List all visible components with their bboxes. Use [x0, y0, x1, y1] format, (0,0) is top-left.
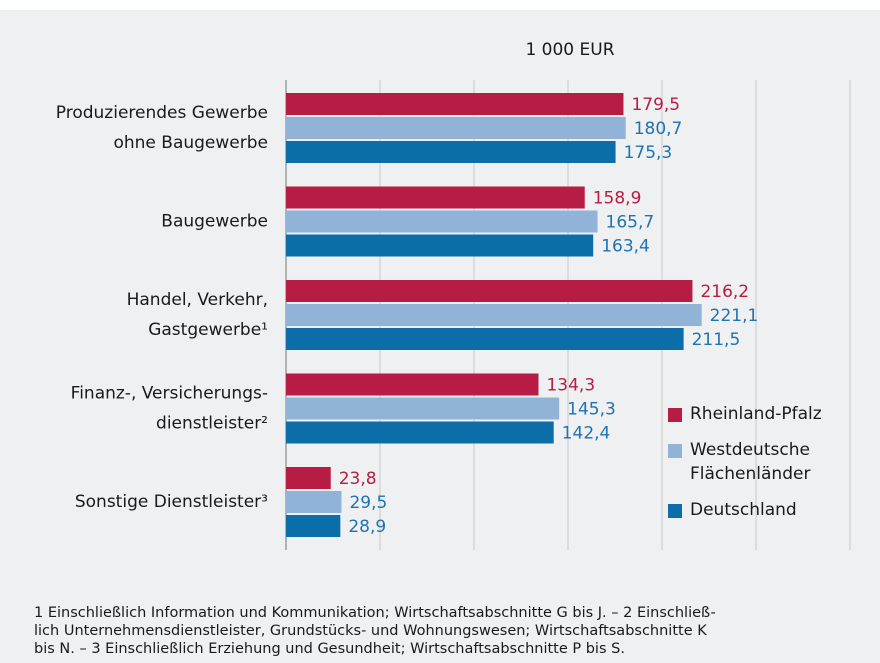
- value-label: 179,5: [631, 95, 680, 115]
- unit-label: 1 000 EUR: [525, 40, 614, 60]
- value-label: 216,2: [700, 282, 749, 302]
- value-label: 158,9: [593, 189, 642, 209]
- bar: [286, 234, 594, 257]
- bar: [286, 328, 684, 350]
- category-label: Finanz-, Versicherungs-: [71, 384, 268, 404]
- bar: [286, 397, 560, 420]
- bar: [286, 93, 624, 115]
- chart-panel: 1 000 EUR Produzierendes Gewerbe ohne Bau…: [0, 10, 880, 663]
- legend-swatch: [668, 444, 682, 458]
- value-label: 163,4: [601, 237, 650, 257]
- category-label: Gastgewerbe¹: [148, 320, 268, 340]
- bar: [286, 304, 702, 326]
- legend-label: Deutschland: [690, 500, 797, 520]
- footnote-line: 1 Einschließlich Information und Kommuni…: [34, 605, 716, 621]
- bar: [286, 373, 539, 396]
- legend-swatch: [668, 504, 682, 518]
- category-label: dienstleister²: [156, 414, 268, 434]
- category-label: Produzierendes Gewerbe: [56, 103, 268, 123]
- legend-item: Westdeutsche Flächenländer: [668, 438, 840, 486]
- legend: Rheinland-Pfalz Westdeutsche Flächenlände…: [668, 402, 868, 534]
- category-label: Baugewerbe: [161, 212, 268, 232]
- value-label: 175,3: [624, 143, 673, 163]
- footnote-line: bis N. – 3 Einschließlich Erziehung und …: [34, 641, 625, 657]
- footnote-line: lich Unternehmensdienstleister, Grundstü…: [34, 623, 707, 639]
- legend-label: Rheinland-Pfalz: [690, 404, 822, 424]
- value-label: 221,1: [710, 306, 759, 326]
- bar: [286, 421, 554, 444]
- value-label: 134,3: [546, 376, 595, 396]
- chart: 1 000 EUR Produzierendes Gewerbe ohne Bau…: [56, 40, 851, 550]
- value-label: 28,9: [348, 517, 386, 537]
- legend-item: Deutschland: [668, 498, 868, 522]
- legend-label: Westdeutsche Flächenländer: [690, 440, 811, 484]
- bar: [286, 280, 693, 302]
- value-label: 142,4: [562, 424, 611, 444]
- bar: [286, 210, 598, 233]
- legend-item: Rheinland-Pfalz: [668, 402, 868, 426]
- value-label: 145,3: [567, 400, 616, 420]
- category-label: Handel, Verkehr,: [127, 290, 268, 310]
- footnote: 1 Einschließlich Information und Kommuni…: [34, 604, 716, 658]
- bar: [286, 141, 616, 163]
- value-label: 180,7: [634, 119, 683, 139]
- bar: [286, 515, 341, 537]
- bar: [286, 186, 585, 209]
- bar: [286, 467, 331, 489]
- bar: [286, 117, 626, 139]
- value-label: 29,5: [349, 493, 387, 513]
- bar: [286, 491, 342, 513]
- value-label: 23,8: [339, 469, 377, 489]
- legend-swatch: [668, 408, 682, 422]
- category-label: ohne Baugewerbe: [113, 133, 268, 153]
- category-label: Sonstige Dienstleister³: [75, 492, 268, 512]
- value-label: 165,7: [606, 213, 655, 233]
- value-label: 211,5: [692, 330, 741, 350]
